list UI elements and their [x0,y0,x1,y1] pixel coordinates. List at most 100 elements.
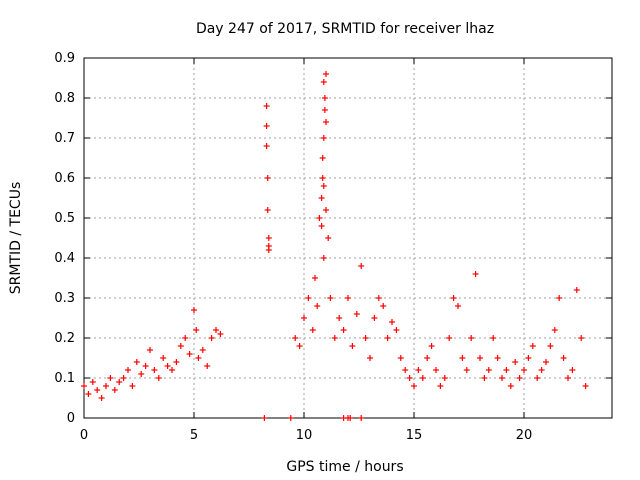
data-point [160,355,167,361]
data-point [195,355,202,361]
data-point [89,379,96,385]
data-point [358,415,365,421]
data-point [551,327,558,333]
data-point [446,335,453,341]
data-point [521,367,527,373]
data-point [186,351,193,357]
data-point [397,355,404,361]
data-point [125,367,131,373]
data-point [468,335,475,341]
data-point [516,375,523,381]
data-point [261,415,268,421]
chart-title: Day 247 of 2017, SRMTID for receiver lha… [196,21,494,37]
data-point [349,343,356,349]
y-tick-label: 0.1 [54,371,75,386]
data-points [81,71,589,421]
data-point [560,355,567,361]
data-point [582,383,589,389]
data-point [402,367,409,373]
data-point [312,275,318,281]
data-point [320,183,327,189]
data-point [305,295,312,301]
data-point [419,375,426,381]
data-point [111,387,118,393]
data-point [578,335,585,341]
data-point [263,143,270,149]
data-point [371,315,378,321]
data-point [120,375,127,381]
data-point [389,319,395,325]
y-tick-label: 0 [67,411,75,426]
data-point [529,343,536,349]
y-tick-label: 0.7 [54,131,75,146]
data-point [358,263,365,269]
data-point [133,359,140,365]
data-point [169,367,175,373]
data-point [318,195,325,201]
data-point [463,367,470,373]
y-tick-label: 0.8 [54,91,75,106]
data-point [490,335,497,341]
data-point [318,223,325,229]
data-point [441,375,448,381]
data-point [367,355,373,361]
data-point [213,327,219,333]
data-point [565,375,571,381]
data-point [191,307,197,313]
data-point [173,359,180,365]
y-tick-label: 0.3 [54,291,75,306]
data-point [424,355,431,361]
y-tick-label: 0.6 [54,171,75,186]
y-tick-label: 0.9 [54,51,75,66]
data-point [138,371,145,377]
data-point [85,391,92,397]
data-point [287,415,294,421]
y-tick-label: 0.4 [54,251,75,266]
data-point [264,175,271,181]
x-tick-label: 5 [190,428,198,443]
data-point [503,367,510,373]
data-point [155,375,162,381]
data-point [129,383,136,389]
data-point [353,311,360,317]
data-point [450,295,457,301]
data-point [264,207,271,213]
data-point [177,343,184,349]
data-point [345,295,351,301]
data-point [151,367,158,373]
data-point [384,335,391,341]
data-point [320,135,327,141]
data-point [362,335,369,341]
data-point [547,343,554,349]
data-point [347,415,354,421]
data-point [199,347,206,353]
data-point [512,359,519,365]
x-axis-label: GPS time / hours [286,459,403,475]
x-tick-label: 20 [516,428,533,443]
data-point [393,327,400,333]
data-point [472,271,479,277]
data-point [204,363,211,369]
y-tick-label: 0.2 [54,331,75,346]
data-point [193,327,200,333]
data-point [314,303,321,309]
data-point [320,255,327,261]
data-point [263,103,270,109]
data-point [573,287,580,293]
data-point [164,363,171,369]
data-point [499,375,505,381]
data-point [433,367,439,373]
data-point [331,335,338,341]
data-point [217,331,224,337]
data-point [543,359,549,365]
data-point [411,383,417,389]
data-point [477,355,483,361]
data-point [375,295,382,301]
data-point [494,355,501,361]
y-axis-label: SRMTID / TECUs [8,182,24,295]
data-point [116,379,123,385]
data-point [428,343,435,349]
data-point [301,315,307,321]
axis-ticks: 0 0.1 0.2 0.3 0.4 0.5 0.6 0.7 0.8 0.9 0 5 10 15 20 [54,51,612,443]
data-point [437,383,444,389]
